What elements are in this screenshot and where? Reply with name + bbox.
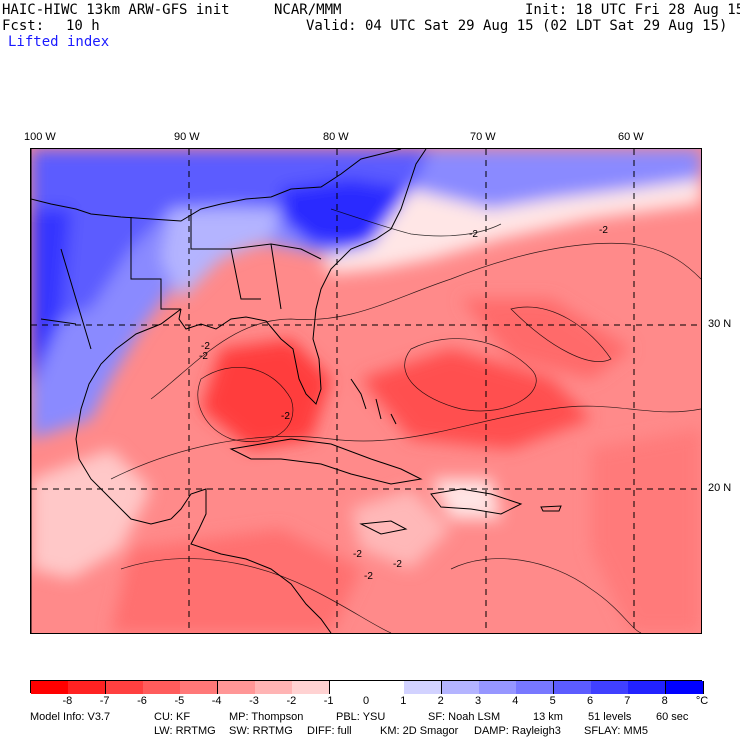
- colorbar-tick-label: 3: [474, 695, 482, 707]
- colorbar-swatch: [329, 681, 368, 694]
- lat-label-30n: 30 N: [708, 318, 732, 330]
- footer-cu: CU: KF: [154, 711, 191, 723]
- colorbar-tick-label: -5: [174, 695, 185, 707]
- contour-label: -2: [353, 549, 362, 560]
- contour-label: -2: [393, 559, 402, 570]
- colorbar-tick-label: 7: [624, 695, 631, 707]
- colorbar-swatch: [553, 681, 592, 694]
- colorbar-tick-label: 6: [586, 695, 594, 707]
- colorbar-swatch: [665, 681, 704, 694]
- colorbar-swatch: [255, 681, 293, 694]
- init-time: Init: 18 UTC Fri 28 Aug 15: [525, 2, 740, 18]
- map-canvas: -2 -2 -2 -2 -2 -2 -2 -2: [31, 149, 701, 633]
- footer-diff: DIFF: full: [307, 725, 352, 737]
- footer-sw: SW: RRTMG: [229, 725, 293, 737]
- colorbar-tick-label: -6: [137, 695, 147, 707]
- contour-label: -2: [199, 351, 208, 362]
- colorbar-swatch: [628, 681, 667, 694]
- colorbar-tick-label: 0: [362, 695, 370, 707]
- colorbar-swatch: [217, 681, 256, 694]
- colorbar-swatch: [68, 681, 107, 694]
- lon-label-100w: 100 W: [24, 131, 56, 143]
- colorbar-swatch: [479, 681, 517, 694]
- lifted-index-map: -2 -2 -2 -2 -2 -2 -2 -2: [30, 148, 702, 634]
- contour-label: -2: [201, 341, 210, 352]
- contour-label: -2: [599, 225, 608, 236]
- footer-timestep: 60 sec: [656, 711, 689, 723]
- contour-label: -2: [469, 229, 478, 240]
- colorbar-swatch: [516, 681, 555, 694]
- colorbar-tick-label: -7: [99, 695, 110, 707]
- colorbar-tick-label: 4: [512, 695, 519, 707]
- colorbar: [30, 680, 704, 694]
- contour-label: -2: [281, 411, 290, 422]
- model-title: HAIC-HIWC 13km ARW-GFS init: [2, 2, 230, 18]
- lon-label-70w: 70 W: [470, 131, 496, 143]
- footer-lw: LW: RRTMG: [154, 725, 216, 737]
- footer-model-info: Model Info: V3.7: [30, 711, 111, 723]
- footer-resolution: 13 km: [533, 711, 563, 723]
- colorbar-tick-label: -1: [323, 695, 334, 707]
- colorbar-swatch: [31, 681, 69, 694]
- footer-km: KM: 2D Smagor: [380, 725, 459, 737]
- lon-label-80w: 80 W: [323, 131, 349, 143]
- colorbar-tick-label: -8: [62, 695, 73, 707]
- colorbar-tick-label: 5: [549, 695, 556, 707]
- colorbar-swatch: [367, 681, 405, 694]
- colorbar-tick-label: -2: [286, 695, 297, 707]
- field-name: Lifted index: [8, 34, 110, 50]
- footer-levels: 51 levels: [588, 711, 632, 723]
- footer-sf: SF: Noah LSM: [428, 711, 501, 723]
- org-label: NCAR/MMM: [274, 2, 342, 18]
- colorbar-tick-label: 1: [400, 695, 407, 707]
- footer-pbl: PBL: YSU: [336, 711, 386, 723]
- coastlines: [31, 149, 562, 633]
- colorbar-tick-label: 2: [437, 695, 444, 707]
- lat-label-20n: 20 N: [708, 482, 732, 494]
- colorbar-swatch: [143, 681, 181, 694]
- forecast-hour: 10 h: [66, 18, 100, 34]
- forecast-label: Fcst:: [2, 18, 45, 34]
- colorbar-swatch: [404, 681, 443, 694]
- lon-label-90w: 90 W: [174, 131, 200, 143]
- contour-lines: [110, 208, 701, 633]
- colorbar-swatch: [591, 681, 629, 694]
- colorbar-swatch: [180, 681, 219, 694]
- colorbar-tick-label: 8: [661, 695, 668, 707]
- footer-damp: DAMP: Rayleigh3: [474, 725, 561, 737]
- field-shading: [31, 149, 701, 633]
- colorbar-unit: °C: [695, 695, 709, 707]
- lon-label-60w: 60 W: [618, 131, 644, 143]
- colorbar-swatch: [292, 681, 331, 694]
- colorbar-tick-label: -3: [249, 695, 259, 707]
- colorbar-tick-label: -4: [211, 695, 222, 707]
- footer-sflay: SFLAY: MM5: [584, 725, 648, 737]
- contour-label-group: -2 -2 -2 -2 -2 -2 -2 -2: [199, 225, 608, 582]
- graticule: [31, 149, 701, 633]
- footer-mp: MP: Thompson: [229, 711, 304, 723]
- contour-label: -2: [364, 571, 373, 582]
- colorbar-swatch: [441, 681, 480, 694]
- valid-time: Valid: 04 UTC Sat 29 Aug 15 (02 LDT Sat …: [306, 18, 728, 34]
- colorbar-swatch: [105, 681, 144, 694]
